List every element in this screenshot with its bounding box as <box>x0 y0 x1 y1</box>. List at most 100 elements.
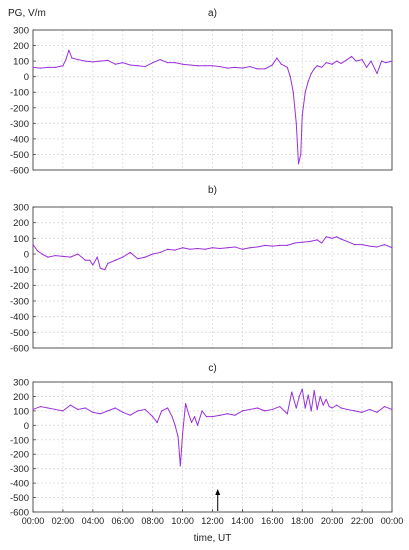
data-point <box>122 62 124 64</box>
data-point <box>304 91 306 93</box>
data-point <box>47 256 49 258</box>
x-tick-label: 04:00 <box>82 516 105 526</box>
data-point <box>114 407 116 409</box>
grid <box>32 29 393 171</box>
data-point <box>234 66 236 68</box>
data-point <box>313 390 315 392</box>
data-point <box>187 413 190 415</box>
x-tick-label: 08:00 <box>141 516 164 526</box>
y-tick-label: 300 <box>13 26 29 37</box>
data-point <box>376 72 378 75</box>
data-point <box>297 163 300 165</box>
data-point <box>328 405 330 408</box>
y-tick-label: -400 <box>10 134 29 145</box>
data-point <box>114 259 116 261</box>
data-point <box>380 60 383 62</box>
data-point <box>181 63 184 65</box>
data-point <box>84 407 86 409</box>
data-point <box>77 58 79 61</box>
y-tick-label: -400 <box>10 479 29 490</box>
data-point <box>325 62 327 64</box>
data-point <box>122 256 124 258</box>
data-point <box>99 413 101 415</box>
data-point <box>313 68 315 70</box>
data-point <box>47 407 49 409</box>
y-tick-label: -600 <box>10 344 29 355</box>
data-point <box>256 407 258 409</box>
data-point <box>92 264 94 266</box>
grid <box>32 381 393 513</box>
y-tick-label: -100 <box>10 435 29 446</box>
y-tick-label: 0 <box>24 72 29 83</box>
x-tick-label: 12:00 <box>201 516 224 526</box>
data-point <box>54 408 57 411</box>
data-point <box>298 395 300 398</box>
data-point <box>295 122 297 124</box>
data-point <box>54 254 57 257</box>
data-point <box>271 245 273 247</box>
data-point <box>264 244 266 246</box>
data-point <box>346 58 348 61</box>
data-point <box>271 64 273 66</box>
data-point <box>346 240 348 243</box>
y-tick-label: 200 <box>13 218 29 229</box>
data-point <box>316 408 318 411</box>
data-point <box>129 414 131 416</box>
y-tick-label: -200 <box>10 450 29 461</box>
data-point <box>286 244 288 246</box>
data-point <box>385 62 387 64</box>
data-point <box>249 65 251 68</box>
data-point <box>219 65 221 68</box>
data-point <box>54 66 57 68</box>
data-point <box>68 49 70 51</box>
data-point <box>295 407 297 409</box>
data-point <box>71 57 73 59</box>
data-point <box>376 411 378 413</box>
data-point <box>307 394 309 396</box>
data-point <box>47 66 49 68</box>
panel-b: 300 200 100 0 -100 -200 -300 -400 -500 -600 b) <box>10 185 393 355</box>
data-point <box>355 60 357 62</box>
series-line <box>32 388 393 467</box>
y-tick-label: -300 <box>10 464 29 475</box>
data-point <box>304 407 306 409</box>
data-point <box>331 407 333 409</box>
data-point <box>383 244 386 246</box>
plot-frame <box>32 206 393 349</box>
data-point <box>84 259 86 261</box>
data-point <box>32 244 34 246</box>
series-line <box>32 49 393 165</box>
data-point <box>271 408 273 411</box>
data-point <box>205 416 208 418</box>
data-point <box>256 68 258 70</box>
data-point <box>167 407 169 409</box>
data-point <box>219 414 221 416</box>
data-point <box>189 64 191 66</box>
data-point <box>144 65 146 68</box>
data-point <box>156 421 158 424</box>
y-tick-label: 0 <box>24 250 29 261</box>
data-point <box>201 410 203 412</box>
data-point <box>368 408 371 411</box>
y-tick-label: -300 <box>10 119 29 130</box>
data-point <box>161 410 163 412</box>
data-point <box>107 262 109 264</box>
data-point <box>361 244 363 246</box>
data-point <box>256 246 258 248</box>
data-point <box>171 416 173 418</box>
y-tick-label: 300 <box>13 203 29 214</box>
data-point <box>291 391 293 393</box>
data-point <box>114 63 116 65</box>
data-point <box>346 408 348 411</box>
data-point <box>62 65 64 67</box>
data-point <box>280 63 282 65</box>
y-tick-label: -300 <box>10 297 29 308</box>
data-point <box>249 408 251 411</box>
x-tick-label: 00:00 <box>381 516 404 526</box>
data-point <box>159 251 161 254</box>
data-point <box>32 408 34 411</box>
panel-title: c) <box>208 363 216 374</box>
data-point <box>32 66 34 68</box>
data-point <box>39 405 42 408</box>
data-point <box>226 67 229 69</box>
